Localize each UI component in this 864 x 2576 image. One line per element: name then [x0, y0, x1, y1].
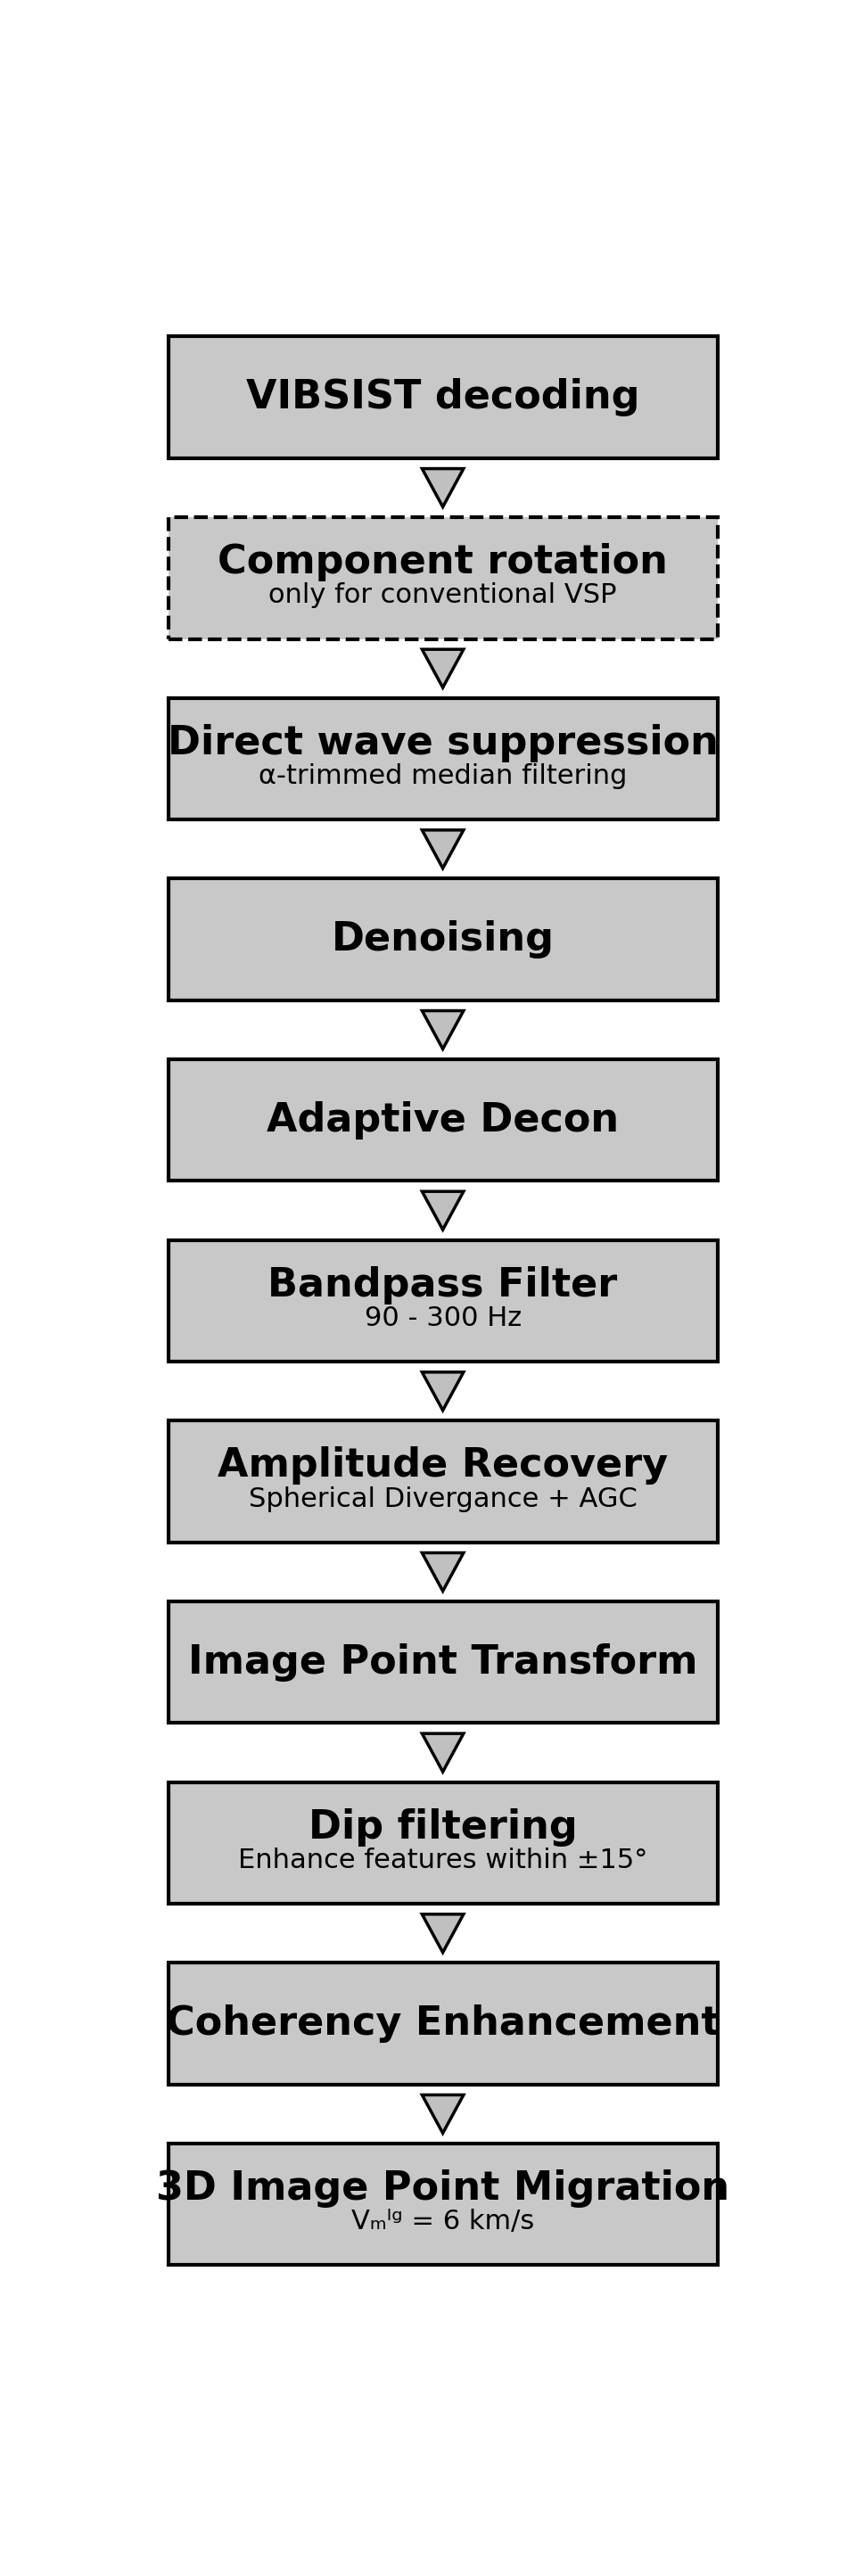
- FancyBboxPatch shape: [168, 2143, 717, 2264]
- FancyBboxPatch shape: [168, 1963, 717, 2084]
- FancyBboxPatch shape: [168, 518, 717, 639]
- FancyBboxPatch shape: [168, 1422, 717, 1543]
- Text: Spherical Divergance + AGC: Spherical Divergance + AGC: [249, 1486, 637, 1512]
- Text: Image Point Transform: Image Point Transform: [188, 1643, 697, 1682]
- Polygon shape: [422, 1010, 463, 1048]
- FancyBboxPatch shape: [168, 1059, 717, 1180]
- Text: VIBSIST decoding: VIBSIST decoding: [246, 379, 639, 417]
- Polygon shape: [422, 469, 463, 507]
- FancyBboxPatch shape: [168, 1783, 717, 1904]
- FancyBboxPatch shape: [168, 337, 717, 459]
- Text: 90 - 300 Hz: 90 - 300 Hz: [365, 1306, 521, 1332]
- Text: only for conventional VSP: only for conventional VSP: [269, 582, 617, 608]
- Polygon shape: [422, 649, 463, 688]
- Text: α-trimmed median filtering: α-trimmed median filtering: [258, 762, 627, 788]
- Text: Vₘᴵᵍ = 6 km/s: Vₘᴵᵍ = 6 km/s: [352, 2208, 534, 2236]
- Text: Enhance features within ±15°: Enhance features within ±15°: [238, 1847, 648, 1873]
- Text: Component rotation: Component rotation: [218, 544, 668, 582]
- Polygon shape: [422, 1734, 463, 1772]
- Text: Amplitude Recovery: Amplitude Recovery: [218, 1448, 668, 1484]
- Polygon shape: [422, 1553, 463, 1592]
- Text: Bandpass Filter: Bandpass Filter: [268, 1265, 618, 1303]
- Polygon shape: [422, 829, 463, 868]
- FancyBboxPatch shape: [168, 698, 717, 819]
- FancyBboxPatch shape: [168, 1239, 717, 1363]
- Polygon shape: [422, 1914, 463, 1953]
- Text: Dip filtering: Dip filtering: [308, 1808, 577, 1847]
- Text: 3D Image Point Migration: 3D Image Point Migration: [156, 2169, 729, 2208]
- Text: Adaptive Decon: Adaptive Decon: [267, 1100, 619, 1139]
- Text: Coherency Enhancement: Coherency Enhancement: [166, 2004, 720, 2043]
- Text: Direct wave suppression: Direct wave suppression: [168, 724, 718, 762]
- Text: Denoising: Denoising: [332, 920, 554, 958]
- Polygon shape: [422, 2094, 463, 2133]
- FancyBboxPatch shape: [168, 878, 717, 999]
- FancyBboxPatch shape: [168, 1602, 717, 1723]
- Polygon shape: [422, 1373, 463, 1409]
- Polygon shape: [422, 1193, 463, 1229]
